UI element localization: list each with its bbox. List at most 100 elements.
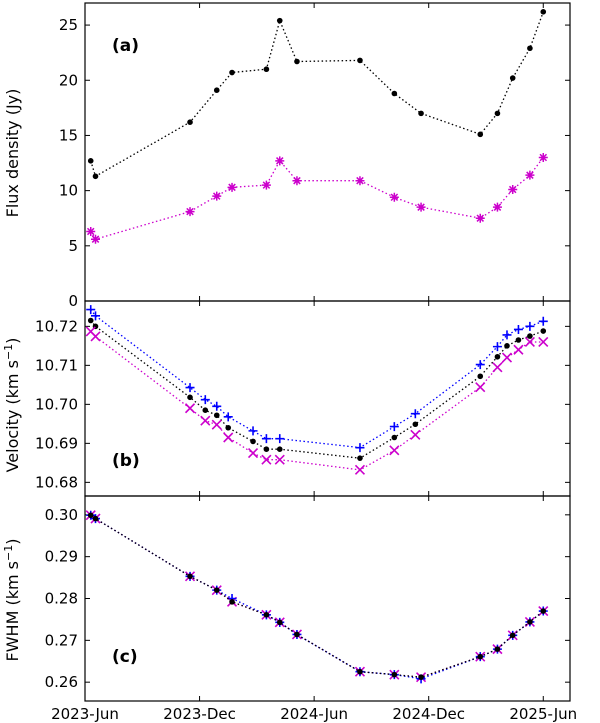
panel-a-series-magenta-point <box>508 185 518 195</box>
panel-c-series-black-point <box>418 674 424 680</box>
panel-b-series-blue-point <box>513 324 523 334</box>
panel-b-series-black-point <box>250 438 256 445</box>
panel-b-series-blue-point <box>502 330 512 340</box>
panel-b-series-black-point <box>225 424 232 431</box>
panel-c-ytick-label: 0.26 <box>45 673 78 691</box>
panel-a-series-black-point <box>477 131 484 138</box>
panel-a-series-black-point <box>418 110 424 117</box>
panel-b-ylabel-sup: −1 <box>2 344 15 360</box>
panel-b: (b) Velocity (km s−1) 10.68 10.69 10.70 10.… <box>2 300 571 497</box>
panel-b-ytick-label: 10.71 <box>35 356 78 374</box>
panel-b-series-magenta-point <box>492 362 503 373</box>
panel-b-series-magenta-point <box>261 454 272 465</box>
panel-a-series-black-point <box>276 17 283 24</box>
panel-b-ytick-label: 10.69 <box>35 434 78 452</box>
panel-a-tag: (a) <box>112 36 139 56</box>
panel-b-series-blue-point <box>212 401 222 411</box>
panel-b-series-magenta-point <box>410 429 421 440</box>
panel-c-frame <box>84 495 571 702</box>
panel-b-series-blue-point <box>223 412 233 422</box>
panel-a-series-magenta-point <box>185 207 195 217</box>
panel-a-ylabel: Flux density (Jy) <box>3 89 22 218</box>
panel-b-series-blue-point <box>275 434 285 444</box>
panel-b-series-magenta-point <box>501 352 513 363</box>
panel-c-series-black-point <box>87 512 94 519</box>
panel-a-series-magenta-line <box>90 157 544 240</box>
panel-a-series-black-point <box>509 75 516 81</box>
panel-c-series-black-point <box>357 668 363 675</box>
panel-b-series-blue-point <box>248 426 258 436</box>
panel-b-series-black-point <box>494 353 501 360</box>
panel-c-series-black-point <box>540 608 547 614</box>
panel-a-series-magenta-point <box>389 192 399 202</box>
panel-a-series-magenta-point <box>212 191 222 201</box>
panel-b-series-magenta-point <box>211 419 222 430</box>
panel-c-tag: (c) <box>112 647 138 667</box>
panel-b-series-black-point <box>202 407 209 414</box>
panel-a-series-black-point <box>527 45 533 52</box>
panel-b-ylabel-main: Velocity (km s <box>3 360 22 472</box>
panel-c-ylabel-sup: −1 <box>2 545 15 561</box>
panel-a-series-black-point <box>87 158 94 164</box>
panel-b-ytick-label: 10.70 <box>35 395 78 413</box>
panel-c-series-black-point <box>276 619 283 626</box>
panel-b-series-magenta-point <box>513 344 524 355</box>
panel-b-series-black-point <box>213 412 220 419</box>
panel-b-series-blue-point <box>410 409 420 419</box>
panel-b-series-black-point <box>87 317 94 324</box>
panel-a-series-black-point <box>391 90 398 97</box>
panel-c-series-black-line <box>90 514 544 678</box>
panel-b-series-blue-point <box>389 422 399 432</box>
panel-c-series-black-point <box>477 653 484 660</box>
panel-b-series-magenta-point <box>538 336 549 348</box>
panel-a-series-magenta-point <box>227 182 237 192</box>
panel-a-series-black-line <box>90 11 544 178</box>
panel-b-series-blue-line <box>90 309 544 449</box>
panel-a-series-black-point <box>494 110 501 117</box>
panel-b-series-magenta-line <box>90 330 544 471</box>
panel-c-ytick-label: 0.29 <box>45 548 78 566</box>
panel-b-series-black-point <box>357 455 363 461</box>
panel-c-series-black-point <box>229 599 235 605</box>
panel-c-ytick-label: 0.30 <box>45 506 78 524</box>
panel-c-series-black-point <box>391 671 398 678</box>
panel-b-series-black-point <box>391 434 398 441</box>
panel-b-frame <box>84 300 571 497</box>
panel-a-series-black-point <box>187 119 193 125</box>
panel-b-series-magenta-point <box>274 454 285 465</box>
panel-b-series-black-line <box>90 320 544 459</box>
panel-c-series-blue-line <box>90 514 544 680</box>
x-tick-label: 2023-Dec <box>163 705 236 723</box>
panel-b-series-black-point <box>477 373 484 380</box>
panel-a-series-black-point <box>263 66 270 73</box>
panel-b-series-blue-point <box>492 342 502 352</box>
panel-b-series-blue-point <box>538 316 548 326</box>
panel-a-series-black-point <box>92 173 99 180</box>
x-tick-label: 2023-Jun <box>51 705 119 723</box>
panel-a: (a) Flux density (Jy) 0 5 10 15 20 25 <box>3 2 571 310</box>
panel-b-series-black-point <box>540 328 547 334</box>
panel-a-ytick-label: 20 <box>59 71 78 89</box>
panel-b-series-magenta-point <box>200 415 211 426</box>
panel-c-ylabel: FWHM (km s−1) <box>2 539 22 662</box>
panel-c: (c) FWHM (km s−1) 0.26 0.27 0.28 0.29 0.30 20… <box>2 495 577 723</box>
panel-a-series-magenta-point <box>475 213 485 223</box>
panel-b-ylabel-end: ) <box>3 338 22 344</box>
panel-b-series-magenta-point <box>223 432 234 443</box>
panel-b-series-blue-point <box>86 305 96 315</box>
panel-b-tag: (b) <box>112 451 140 471</box>
panel-b-series-blue-point <box>91 311 101 321</box>
panel-b-series-black-point <box>412 421 419 428</box>
panel-b-series-black-point <box>504 343 510 349</box>
panel-b-series-blue-point <box>475 360 485 370</box>
panel-a-series-magenta-point <box>275 156 285 166</box>
panel-b-series-magenta-point <box>247 448 259 459</box>
panel-c-series-black-point <box>92 515 99 522</box>
panel-a-series-black-point <box>540 9 547 15</box>
panel-a-series-magenta-point <box>416 202 426 212</box>
panel-c-series-black-point <box>187 573 193 580</box>
panel-a-ytick-label: 10 <box>59 182 78 200</box>
x-tick-label: 2025-Jun <box>509 705 577 723</box>
panel-b-series-blue-point <box>525 321 535 331</box>
